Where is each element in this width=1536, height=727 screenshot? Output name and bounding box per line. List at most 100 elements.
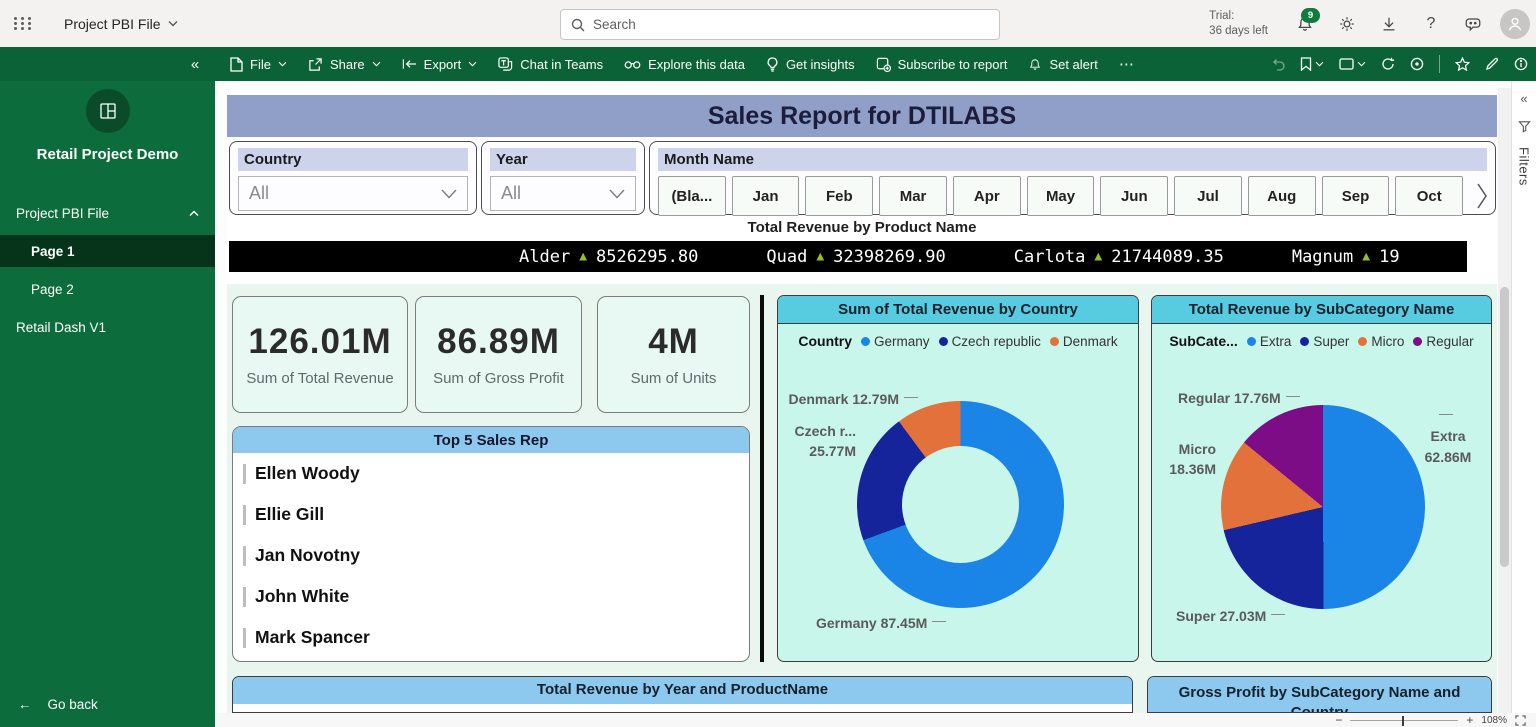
sales-rep-item[interactable]: John White bbox=[233, 576, 749, 617]
kpi-card-total-revenue[interactable]: 126.01M Sum of Total Revenue bbox=[232, 296, 408, 413]
pie-card[interactable]: Total Revenue by SubCategory Name SubCat… bbox=[1151, 295, 1492, 662]
month-button[interactable]: Sep bbox=[1321, 176, 1390, 216]
sales-rep-item[interactable]: Ellie Gill bbox=[233, 494, 749, 535]
get-insights-button[interactable]: Get insights bbox=[766, 57, 855, 72]
refresh-button[interactable] bbox=[1381, 57, 1395, 71]
undo-button[interactable] bbox=[1271, 58, 1285, 71]
country-dropdown[interactable]: All bbox=[238, 176, 468, 211]
kpi-card-gross-profit[interactable]: 86.89M Sum of Gross Profit bbox=[415, 296, 582, 413]
view-menu[interactable] bbox=[1339, 58, 1366, 70]
month-button[interactable]: Jan bbox=[731, 176, 800, 216]
chevron-up-icon bbox=[189, 210, 199, 216]
notifications-button[interactable]: 9 bbox=[1286, 4, 1324, 44]
explore-data-button[interactable]: Explore this data bbox=[624, 57, 745, 72]
avatar-icon bbox=[1508, 17, 1522, 31]
chart-callout: Czech r... 25.77M bbox=[794, 423, 856, 460]
info-button[interactable] bbox=[1514, 57, 1528, 71]
settings-button[interactable] bbox=[1328, 4, 1366, 44]
legend-dot bbox=[938, 336, 948, 346]
share-menu[interactable]: Share bbox=[308, 57, 381, 72]
scrollbar-thumb[interactable] bbox=[1500, 287, 1509, 567]
top5-sales-rep-card[interactable]: Top 5 Sales Rep Ellen Woody Ellie Gill J… bbox=[232, 426, 750, 662]
kpi-card-units[interactable]: 4M Sum of Units bbox=[597, 296, 750, 413]
legend-entry[interactable]: Germany bbox=[861, 334, 930, 349]
filter-funnel-icon[interactable] bbox=[1517, 120, 1531, 133]
sidebar-item-retail-dash[interactable]: Retail Dash V1 bbox=[16, 319, 107, 335]
download-icon bbox=[1383, 17, 1395, 30]
comments-button[interactable] bbox=[1410, 57, 1424, 71]
back-arrow-icon: ← bbox=[18, 696, 32, 712]
ticker-item: Quad ▲ 32398269.90 bbox=[766, 246, 946, 267]
zoom-slider[interactable] bbox=[1350, 715, 1459, 726]
legend-entry[interactable]: Czech republic bbox=[938, 334, 1041, 349]
sales-rep-item[interactable]: Ellen Woody bbox=[233, 453, 749, 494]
bottom-right-card[interactable]: Gross Profit by SubCategory Name and Cou… bbox=[1147, 676, 1492, 713]
year-filter-card: Year All bbox=[481, 141, 645, 215]
month-button[interactable]: Oct bbox=[1395, 176, 1464, 216]
legend-entry[interactable]: Extra bbox=[1246, 334, 1291, 349]
go-back-button[interactable]: ← Go back bbox=[18, 696, 98, 712]
app-title-label: Project PBI File bbox=[64, 15, 161, 32]
export-menu[interactable]: Export bbox=[402, 57, 478, 72]
favorite-button[interactable] bbox=[1455, 57, 1470, 71]
donut-card[interactable]: Sum of Total Revenue by Country Country … bbox=[777, 295, 1139, 662]
month-button[interactable]: May bbox=[1026, 176, 1095, 216]
sales-rep-item[interactable]: Mark Spancer bbox=[233, 617, 749, 658]
bookmarks-button[interactable] bbox=[1300, 57, 1324, 71]
view-icon bbox=[1339, 58, 1354, 70]
set-alert-button[interactable]: Set alert bbox=[1028, 57, 1098, 72]
search-icon bbox=[571, 18, 585, 31]
month-button[interactable]: Feb bbox=[805, 176, 874, 216]
app-title[interactable]: Project PBI File bbox=[64, 16, 178, 32]
zoom-out-button[interactable]: − bbox=[1335, 713, 1343, 727]
chart-callout: Denmark 12.79M bbox=[786, 389, 918, 409]
sales-rep-item[interactable]: Jan Novotny bbox=[233, 535, 749, 576]
chart-callout: Regular 17.76M bbox=[1178, 388, 1300, 408]
month-button[interactable]: Jun bbox=[1100, 176, 1169, 216]
app-launcher-button[interactable] bbox=[0, 0, 46, 47]
file-menu[interactable]: File bbox=[230, 57, 287, 72]
kpi-value: 4M bbox=[648, 322, 699, 361]
nav-collapse-button[interactable]: « bbox=[178, 47, 212, 81]
subscribe-button[interactable]: Subscribe to report bbox=[876, 57, 1007, 72]
feedback-button[interactable] bbox=[1454, 4, 1492, 44]
workspace-badge[interactable] bbox=[85, 89, 130, 133]
legend-entry[interactable]: Denmark bbox=[1049, 334, 1118, 349]
account-button[interactable] bbox=[1500, 8, 1530, 39]
alert-bell-icon bbox=[1030, 58, 1041, 70]
report-page: Sales Report for DTILABS Country All Yea… bbox=[227, 88, 1497, 713]
fit-to-page-icon[interactable] bbox=[1515, 714, 1526, 726]
bottom-left-card[interactable]: Total Revenue by Year and ProductName bbox=[232, 676, 1133, 713]
month-button[interactable]: Aug bbox=[1247, 176, 1316, 216]
sidebar-page-2[interactable]: Page 2 bbox=[31, 281, 74, 297]
month-button[interactable]: Jul bbox=[1174, 176, 1242, 216]
zoom-slider-thumb[interactable] bbox=[1402, 715, 1405, 726]
month-button[interactable]: Mar bbox=[879, 176, 947, 216]
legend-entry[interactable]: Super bbox=[1300, 334, 1349, 349]
month-button[interactable]: Apr bbox=[952, 176, 1021, 216]
year-dropdown[interactable]: All bbox=[490, 176, 636, 211]
sidebar-report-item[interactable]: Project PBI File bbox=[0, 197, 215, 229]
month-button[interactable]: (Bla... bbox=[658, 176, 726, 216]
star-icon bbox=[1455, 57, 1470, 71]
chevron-down-icon bbox=[468, 61, 477, 67]
more-options-button[interactable]: ⋯ bbox=[1119, 55, 1135, 73]
vertical-scrollbar[interactable] bbox=[1498, 88, 1511, 713]
legend-entry[interactable]: Regular bbox=[1413, 334, 1474, 349]
search-input[interactable]: Search bbox=[560, 9, 1000, 40]
year-filter-label: Year bbox=[490, 148, 636, 171]
edit-button[interactable] bbox=[1485, 57, 1499, 71]
pie-chart[interactable] bbox=[1221, 405, 1425, 609]
bookmark-icon bbox=[1300, 57, 1312, 71]
download-button[interactable] bbox=[1370, 4, 1408, 44]
filters-expand-button[interactable]: « bbox=[1520, 91, 1527, 106]
revenue-ticker[interactable]: Alder ▲ 8526295.80 Quad ▲ 32398269.90 Carlot… bbox=[229, 241, 1467, 272]
legend-entry[interactable]: Micro bbox=[1358, 334, 1404, 349]
report-canvas: Sales Report for DTILABS Country All Yea… bbox=[215, 81, 1511, 713]
zoom-in-button[interactable]: + bbox=[1466, 713, 1474, 727]
help-button[interactable]: ? bbox=[1412, 4, 1450, 44]
chevron-down-icon bbox=[1357, 61, 1366, 67]
sidebar-page-1[interactable]: Page 1 bbox=[0, 235, 215, 267]
month-scroll-chevron[interactable] bbox=[1475, 180, 1489, 212]
chat-in-teams-button[interactable]: Chat in Teams bbox=[498, 57, 603, 72]
